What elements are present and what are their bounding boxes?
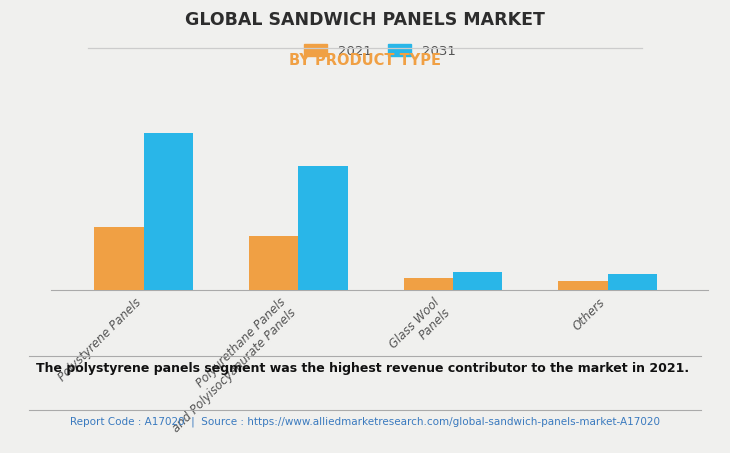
Bar [299, 166, 348, 290]
Bar [94, 227, 144, 290]
Text: Report Code : A17020  |  Source : https://www.alliedmarketresearch.com/global-sa: Report Code : A17020 | Source : https://… [70, 417, 660, 427]
Text: BY PRODUCT TYPE: BY PRODUCT TYPE [289, 53, 441, 68]
Text: The polystyrene panels segment was the highest revenue contributor to the market: The polystyrene panels segment was the h… [36, 362, 690, 376]
Text: GLOBAL SANDWICH PANELS MARKET: GLOBAL SANDWICH PANELS MARKET [185, 11, 545, 29]
Bar [144, 134, 193, 290]
Bar [558, 281, 607, 290]
Bar [404, 279, 453, 290]
Legend: 2021, 2031: 2021, 2031 [299, 39, 461, 63]
Bar [607, 274, 657, 290]
Bar [249, 236, 299, 290]
Bar [453, 272, 502, 290]
